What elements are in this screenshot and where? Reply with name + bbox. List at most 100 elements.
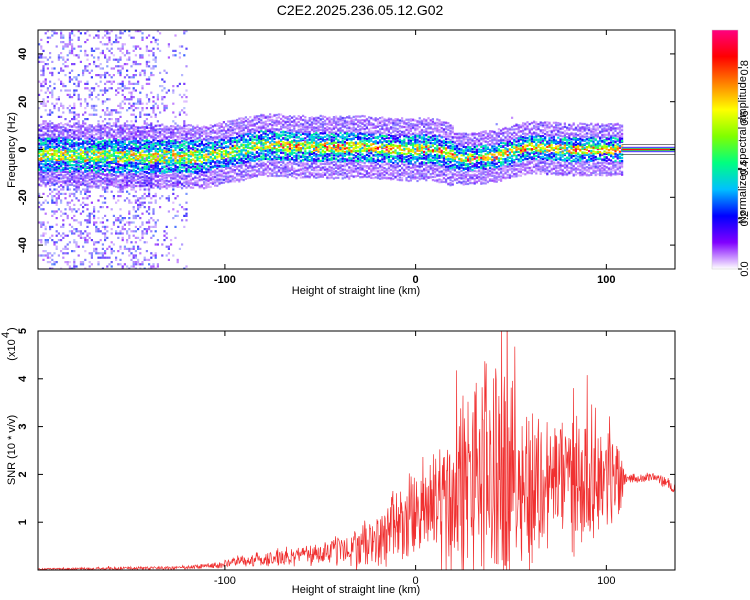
- spectrogram-cell: [44, 184, 47, 187]
- spectrogram-cell: [266, 133, 269, 136]
- spectrogram-cell: [152, 155, 155, 158]
- spectrogram-cell: [73, 93, 76, 96]
- spectrogram-cell: [176, 167, 179, 170]
- spectrogram-cell: [119, 195, 122, 198]
- spectrogram-cell: [189, 139, 192, 142]
- spectrogram-cell: [165, 168, 168, 171]
- spectrogram-cell: [90, 98, 93, 101]
- spectrogram-cell: [236, 175, 239, 178]
- spectrogram-cell: [112, 152, 115, 155]
- spectrogram-cell: [165, 132, 168, 135]
- spectrogram-cell: [181, 96, 184, 99]
- spectrogram-cell: [97, 159, 100, 162]
- spectrogram-cell: [205, 136, 208, 139]
- spectrogram-cell: [108, 256, 111, 259]
- spectrogram-cell: [49, 179, 52, 182]
- spectrogram-cell: [159, 197, 162, 200]
- spectrogram-cell: [165, 225, 168, 228]
- spectrogram-cell: [121, 133, 124, 136]
- spectrogram-cell: [249, 176, 252, 179]
- spectrogram-cell: [112, 159, 115, 162]
- spectrogram-cell: [119, 263, 122, 266]
- spectrogram-cell: [150, 176, 153, 179]
- spectrogram-cell: [88, 221, 91, 224]
- spectrogram-cell: [77, 152, 80, 155]
- spectrogram-cell: [251, 159, 254, 162]
- spectrogram-cell: [132, 217, 135, 220]
- spectrogram-cell: [148, 186, 151, 189]
- spectrogram-cell: [99, 148, 102, 151]
- spectrogram-cell: [134, 161, 137, 164]
- spectrogram-cell: [68, 32, 71, 35]
- spectrogram-cell: [42, 169, 45, 172]
- spectrogram-cell: [110, 265, 113, 268]
- spectrogram-cell: [38, 239, 41, 242]
- spectrogram-cell: [264, 129, 267, 132]
- spectrogram-cell: [154, 225, 157, 228]
- spectrogram-cell: [51, 130, 54, 133]
- spectrogram-cell: [77, 113, 80, 116]
- spectrogram-cell: [55, 170, 58, 173]
- spectrogram-cell: [185, 265, 188, 268]
- spectrogram-cell: [218, 162, 221, 165]
- spectrogram-cell: [60, 32, 63, 35]
- spectrogram-cell: [161, 96, 164, 99]
- spectrogram-cell: [64, 118, 67, 121]
- spectrogram-cell: [181, 177, 184, 180]
- spectrogram-cell: [273, 146, 276, 149]
- spectrogram-cell: [139, 126, 142, 129]
- spectrogram-cell: [90, 132, 93, 135]
- spectrogram-cell: [145, 178, 148, 181]
- spectrogram-cell: [198, 135, 201, 138]
- spectrogram-cell: [68, 265, 71, 268]
- spectrogram-cell: [156, 38, 159, 41]
- spectrogram-cell: [141, 232, 144, 235]
- spectrogram-cell: [49, 225, 52, 228]
- spectrogram-cell: [143, 154, 146, 157]
- spectrogram-cell: [101, 49, 104, 52]
- spectrogram-cell: [134, 195, 137, 198]
- spectrogram-cell: [154, 180, 157, 183]
- spectrogram-cell: [231, 134, 234, 137]
- spectrogram-cell: [211, 151, 214, 155]
- spectrogram-cell: [66, 136, 69, 139]
- spectrogram-cell: [75, 243, 78, 246]
- spectrogram-cell: [238, 133, 241, 136]
- spectrogram-cell: [55, 32, 58, 35]
- spectrogram-cell: [220, 157, 223, 160]
- spectrogram-cell: [71, 230, 74, 233]
- spectrogram-cell: [93, 87, 96, 90]
- spectrogram-cell: [132, 261, 135, 264]
- spectrogram-cell: [75, 122, 78, 125]
- spectrogram-cell: [231, 147, 234, 150]
- spectrogram-cell: [112, 122, 115, 125]
- spectrogram-cell: [62, 63, 65, 66]
- spectrogram-cell: [44, 167, 47, 170]
- spectrogram-cell: [148, 123, 151, 126]
- spectrogram-cell: [115, 201, 118, 204]
- spectrogram-cell: [260, 136, 263, 139]
- spectrogram-cell: [115, 137, 118, 140]
- spectrogram-cell: [60, 267, 63, 269]
- spectrogram-cell: [218, 164, 221, 168]
- spectrogram-cell: [233, 146, 236, 150]
- spectrogram-cell: [150, 185, 153, 188]
- spectrogram-cell: [176, 127, 179, 130]
- spectrogram-cell: [148, 129, 151, 133]
- spectrogram-cell: [264, 168, 267, 171]
- spectrogram-cell: [64, 123, 67, 126]
- spectrogram-cell: [247, 150, 250, 153]
- spectrogram-cell: [62, 148, 65, 151]
- spectrogram-cell: [119, 167, 122, 170]
- spectrogram-cell: [170, 182, 173, 185]
- spectrogram-cell: [84, 32, 87, 35]
- spectrogram-cell: [88, 160, 91, 163]
- spectrogram-cell: [42, 56, 45, 59]
- spectrogram-cell: [238, 174, 241, 177]
- spectrogram-cell: [60, 130, 63, 133]
- spectrogram-cell: [62, 192, 65, 195]
- spectrogram-cell: [152, 58, 155, 61]
- spectrogram-cell: [123, 148, 126, 151]
- spectrogram-cell: [38, 221, 41, 224]
- spectrogram-cell: [187, 155, 190, 158]
